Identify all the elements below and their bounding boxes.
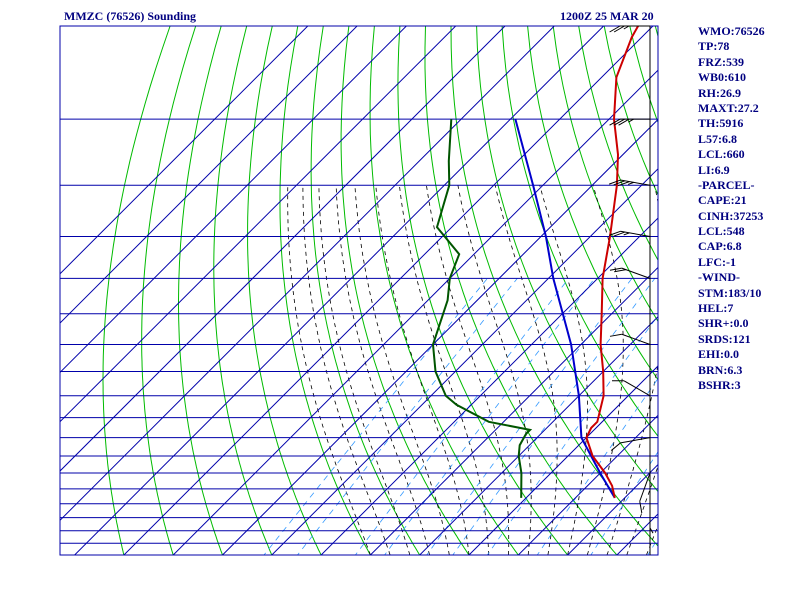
isotherm [517,414,658,555]
isotherm [73,26,605,555]
isotherm [418,315,658,555]
mixing-ratio-line [452,278,656,555]
dry-adiabat [397,26,569,555]
observation-time: 1200Z 25 MAR 20 [560,9,654,23]
moist-adiabat [318,185,411,555]
dry-adiabat [552,26,658,323]
mixing-ratio-line [486,314,658,555]
moist-adiabat [335,185,430,555]
dry-adiabat [279,26,371,555]
stat-line: HEL:7 [698,301,734,316]
dry-adiabat [310,26,421,555]
stat-line: LCL:548 [698,224,745,239]
stat-line: MAXT:27.2 [698,100,759,115]
wind-barb [610,437,651,451]
chart-grid [59,25,800,566]
stat-line: STM:183/10 [698,285,762,300]
isotherm [172,69,658,555]
isotherm [60,26,408,374]
wind-barbs [609,25,654,555]
mixing-ratio-line [590,451,658,555]
wind-barb [609,333,651,345]
dry-adiabat [178,26,224,555]
wind-barb [649,497,654,534]
stat-line: L57:6.8 [698,131,737,146]
mixing-ratio-line [263,278,488,555]
stat-line: TP:78 [698,39,730,54]
temperature-line [585,25,639,499]
isotherm [60,26,457,423]
stat-line: LI:6.9 [698,162,730,177]
wind-barb [609,118,650,126]
stat-line: CAP:6.8 [698,239,742,254]
wind-barb [612,380,651,397]
stat-line: SHR+:0.0 [698,316,749,331]
wind-barb [609,25,650,33]
stat-line: TH:5916 [698,116,744,131]
stat-line: RH:26.9 [698,85,741,100]
sounding-profiles [431,25,639,499]
stat-line: -WIND- [698,270,740,285]
mixing-ratio-line [354,278,570,555]
stat-line: SRDS:121 [698,331,751,346]
stat-line: LFC:-1 [698,254,736,269]
mixing-ratio-line [296,278,518,555]
stat-line: CINH:37253 [698,208,764,223]
dry-adiabat [141,26,197,555]
wind-barb [609,230,651,238]
dry-adiabat [247,26,322,555]
moist-adiabat [399,185,490,555]
stat-line: -PARCEL- [698,177,755,192]
stat-line: WB0:610 [698,70,746,85]
stat-line: CAPE:21 [698,193,747,208]
mixing-ratio-line [384,278,596,555]
station-title: MMZC (76526) Sounding [64,9,196,23]
isotherm [369,266,658,555]
stat-line: FRZ:539 [698,54,744,69]
stat-line: EHI:0.0 [698,347,740,362]
isotherm [320,217,658,555]
isotherm [60,26,309,275]
stat-line: WMO:76526 [698,24,765,38]
moist-adiabat [287,185,371,555]
plot-frame [59,25,659,556]
isotherm [123,26,654,555]
isotherm [221,118,658,555]
dry-adiabat [424,26,618,555]
dry-adiabat [369,26,519,555]
stat-line: LCL:660 [698,147,745,162]
dry-adiabat [501,26,658,437]
mixing-ratio-line [426,278,633,555]
moist-adiabat [494,185,558,555]
moist-adiabat [457,185,532,555]
moist-adiabat [539,185,588,555]
stat-line: BRN:6.3 [698,362,743,377]
wind-barb [609,267,651,279]
isotherm [468,365,658,555]
dry-adiabat [476,26,658,493]
dry-adiabat [213,26,273,555]
isotherm [271,168,658,555]
sounding-stats: WMO:76526 TP:78 FRZ:539 WB0:610 RH:26.9 MAXT:… [698,24,765,393]
moist-adiabat [302,185,391,555]
moist-adiabat [375,185,470,555]
moist-adiabat [626,464,658,555]
dry-adiabat [102,26,171,555]
isotherm [60,26,358,324]
isotherm [60,26,506,472]
moist-adiabat [606,185,658,555]
isotherm [60,26,556,522]
wind-barb [609,179,651,187]
dewpoint-line [431,119,533,498]
dry-adiabat [783,26,800,566]
stat-line: BSHR:3 [698,377,741,392]
wind-barb [639,472,651,514]
parcel-line [514,118,616,499]
moist-adiabat [426,185,510,555]
